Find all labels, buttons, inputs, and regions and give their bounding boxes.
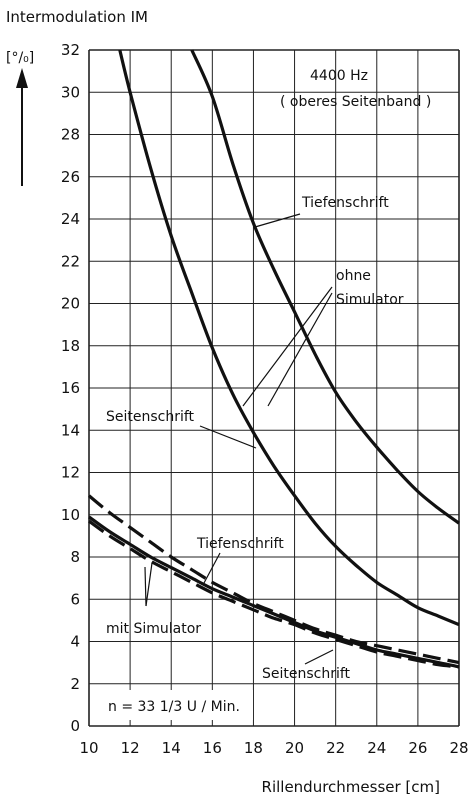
annotation-band: ( oberes Seitenband ) (280, 94, 431, 110)
x-axis-title: Rillendurchmesser [cm] (262, 778, 440, 796)
y-axis-arrow (16, 68, 28, 186)
tick-labels: 10 12 14 16 18 20 22 24 26 2802468101214161820222… (61, 41, 469, 757)
annotation-simulator-upper: Simulator (336, 292, 404, 308)
y-tick-label: 0 (70, 717, 80, 735)
y-tick-label: 12 (61, 464, 80, 482)
y-tick-label: 30 (61, 83, 80, 101)
y-tick-label: 14 (61, 421, 80, 439)
y-tick-label: 2 (70, 675, 80, 693)
series-line-5 (88, 519, 460, 669)
y-tick-label: 4 (70, 633, 80, 651)
annotation-ohne: ohne (336, 268, 371, 284)
y-tick-label: 28 (61, 126, 80, 144)
x-tick-label: 14 (162, 739, 181, 757)
annotation-seitenschrift-upper: Seitenschrift (106, 409, 195, 425)
annotation-seitenschrift-lower: Seitenschrift (262, 666, 351, 682)
x-tick-label: 24 (367, 739, 386, 757)
annotation-frequency: 4400 Hz (310, 68, 368, 84)
series-line-3 (87, 494, 460, 665)
y-axis-unit: [°/₀] (6, 50, 34, 66)
x-tick-label: 26 (408, 739, 427, 757)
y-tick-label: 26 (61, 168, 80, 186)
y-tick-label: 32 (61, 41, 80, 59)
annotation-tiefenschrift-upper: Tiefenschrift (301, 195, 389, 211)
speed-label-box (103, 690, 253, 720)
y-tick-label: 22 (61, 252, 80, 270)
annotation-speed: n = 33 1/3 U / Min. (108, 699, 240, 715)
x-tick-label: 20 (285, 739, 304, 757)
y-tick-label: 10 (61, 506, 80, 524)
y-tick-label: 18 (61, 337, 80, 355)
x-tick-label: 18 (244, 739, 263, 757)
series-line-2 (190, 49, 460, 525)
annotation-tiefenschrift-lower: Tiefenschrift (196, 536, 284, 552)
y-tick-label: 8 (70, 548, 80, 566)
y-axis-title: Intermodulation IM (6, 8, 148, 26)
y-tick-label: 16 (61, 379, 80, 397)
grid (88, 49, 460, 727)
x-tick-label: 10 (79, 739, 98, 757)
y-tick-label: 20 (61, 295, 80, 313)
leader-lines (144, 213, 334, 665)
series-layer (87, 49, 460, 669)
series-line-4 (88, 515, 460, 669)
x-tick-label: 28 (449, 739, 468, 757)
annotations: 4400 Hz ( oberes Seitenband ) Tiefenschr… (103, 68, 431, 720)
y-tick-label: 6 (70, 590, 80, 608)
y-tick-label: 24 (61, 210, 80, 228)
x-tick-label: 16 (203, 739, 222, 757)
annotation-mit-simulator: mit Simulator (106, 621, 201, 637)
x-tick-label: 22 (326, 739, 345, 757)
series-line-1 (118, 49, 460, 627)
x-tick-label: 12 (121, 739, 140, 757)
